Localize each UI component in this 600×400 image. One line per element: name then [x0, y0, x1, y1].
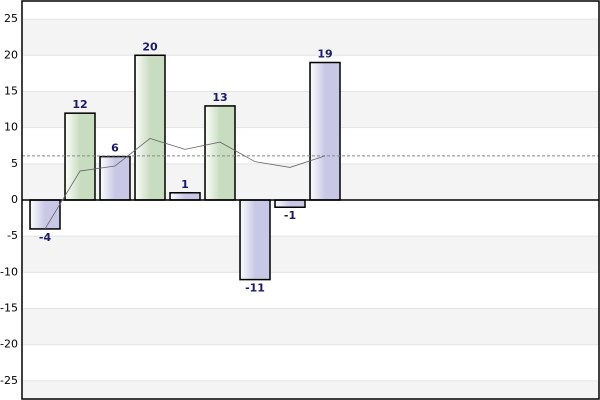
value-label: 12 — [72, 98, 87, 111]
y-tick-label: -15 — [0, 302, 18, 315]
y-tick-label: -10 — [0, 265, 18, 278]
value-label: -11 — [245, 282, 265, 295]
bar-shine — [101, 157, 115, 199]
y-tick-label: 25 — [4, 12, 18, 25]
y-tick-label: 5 — [11, 157, 18, 170]
y-tick-label: 0 — [11, 193, 18, 206]
grid-band — [22, 236, 599, 273]
y-tick-label: 20 — [4, 48, 18, 61]
value-label: 6 — [111, 142, 119, 155]
bar-shine — [31, 201, 45, 228]
bar-shine — [171, 193, 185, 199]
value-label: 20 — [142, 40, 158, 53]
value-label: 19 — [317, 48, 332, 61]
value-label: -1 — [284, 209, 296, 222]
plot: -4 12 6 20 1 13 -11 -1 19 — [22, 40, 599, 295]
bar-shine — [66, 114, 80, 199]
y-tick-label: 10 — [4, 121, 18, 134]
value-label: -4 — [39, 231, 52, 244]
bar-shine — [136, 56, 150, 199]
bar-shine — [241, 201, 255, 279]
grid-band — [22, 380, 599, 400]
y-tick-label: 15 — [4, 84, 18, 97]
value-label: 1 — [181, 178, 189, 191]
y-tick-label: -5 — [7, 229, 18, 242]
trend-line — [44, 138, 326, 230]
grid-band — [22, 19, 599, 56]
bar-shine — [311, 63, 325, 199]
plot-frame — [21, 0, 600, 400]
y-tick-label: -25 — [0, 374, 18, 387]
bar-shine — [206, 106, 220, 199]
bar-shine — [276, 201, 290, 207]
value-label: 13 — [212, 91, 227, 104]
grid-band — [22, 308, 599, 345]
y-tick-label: -20 — [0, 338, 18, 351]
